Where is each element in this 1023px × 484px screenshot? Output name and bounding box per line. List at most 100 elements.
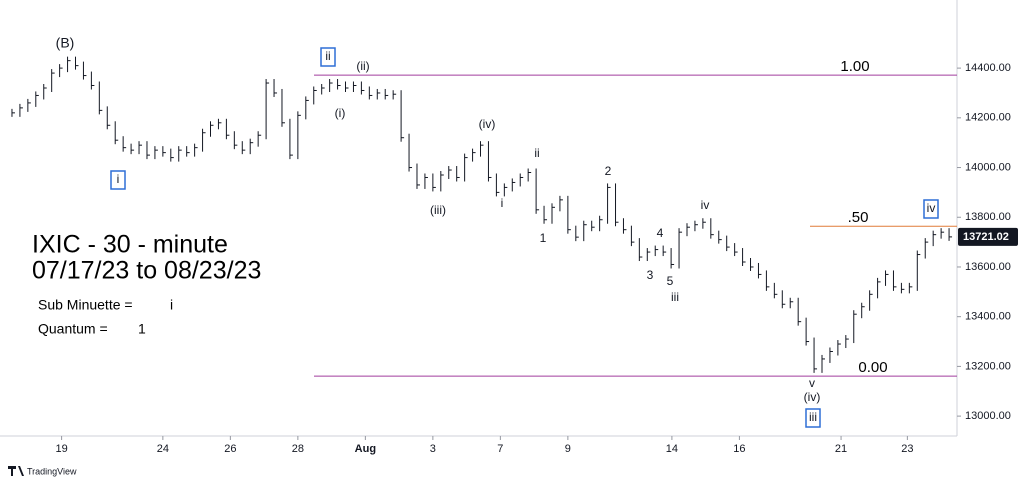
price-bar — [535, 168, 540, 214]
price-bar — [916, 250, 921, 291]
annotation-box — [923, 199, 939, 219]
annotation-box — [320, 47, 336, 67]
price-bar — [559, 195, 563, 212]
price-bar — [821, 354, 825, 373]
price-bar — [440, 170, 444, 192]
price-bar — [225, 118, 230, 140]
annotation: iv — [927, 201, 936, 215]
price-bar — [82, 61, 87, 80]
price-bar — [130, 143, 135, 155]
x-tick-label: 28 — [292, 443, 304, 455]
annotation: 4 — [657, 226, 664, 240]
price-bar — [106, 106, 111, 130]
y-tick-label: 13000.00 — [965, 410, 1011, 422]
price-bar — [845, 335, 849, 349]
price-bar — [138, 141, 143, 155]
price-bar — [885, 270, 889, 286]
price-bar — [487, 141, 492, 182]
price-bar — [472, 148, 476, 162]
price-bar — [178, 146, 182, 162]
price-bar — [257, 131, 262, 147]
watermark: TradingView — [27, 466, 77, 476]
price-bar — [908, 282, 913, 294]
price-bar — [686, 223, 690, 237]
price-bar — [813, 337, 818, 373]
price-bar — [567, 195, 571, 234]
price-bar — [146, 141, 150, 160]
annotation: (iii) — [430, 203, 446, 217]
annotation: 5 — [667, 274, 674, 288]
fib-label: 0.00 — [858, 359, 887, 376]
price-bar — [122, 136, 127, 152]
annotation: i — [117, 172, 120, 186]
annotation: iii — [809, 410, 817, 424]
annotation-box — [110, 170, 126, 190]
price-bar — [289, 118, 293, 160]
x-tick-label: 23 — [901, 443, 913, 455]
price-bar — [11, 108, 15, 117]
price-bar — [932, 230, 937, 247]
price-bar — [162, 146, 166, 157]
legend-label: Sub Minuette = — [38, 297, 133, 313]
price-bar — [217, 118, 222, 130]
price-bar — [837, 340, 841, 356]
y-tick-label: 14200.00 — [965, 112, 1011, 124]
price-bar — [345, 81, 349, 92]
x-tick-label: 26 — [224, 443, 236, 455]
price-bar — [194, 143, 198, 157]
price-bar — [249, 138, 254, 155]
price-bar — [710, 218, 714, 239]
price-bar — [789, 297, 794, 309]
price-bar — [670, 248, 675, 269]
price-bar — [337, 79, 341, 90]
price-bar — [186, 146, 190, 157]
y-tick-label: 13200.00 — [965, 360, 1011, 372]
price-bar — [511, 178, 516, 192]
price-bar — [662, 245, 667, 257]
price-bar — [170, 148, 174, 162]
price-bar — [448, 166, 452, 179]
price-bar — [543, 205, 548, 224]
price-bar — [750, 257, 754, 271]
price-bar — [948, 228, 953, 241]
price-bar — [75, 56, 79, 70]
legend-symbol: 1 — [138, 321, 146, 337]
price-bar — [19, 103, 23, 117]
annotation: (i) — [335, 106, 346, 120]
price-bar — [551, 203, 555, 224]
price-bar — [424, 173, 428, 189]
price-bar — [805, 317, 810, 346]
price-bar — [35, 91, 39, 107]
price-bar — [853, 310, 857, 344]
price-bar — [495, 173, 500, 197]
chart-title: IXIC - 30 - minute — [32, 231, 228, 259]
price-bar — [527, 168, 532, 182]
price-bar — [313, 86, 317, 105]
price-bar — [352, 81, 357, 92]
price-bar — [583, 220, 587, 242]
price-bar — [305, 96, 309, 120]
price-bar — [384, 88, 389, 100]
price-bar — [210, 121, 214, 137]
price-bar — [726, 235, 730, 252]
price-bar — [321, 83, 325, 95]
price-bar — [742, 248, 746, 266]
price-bar — [654, 245, 659, 257]
price-bar — [575, 225, 579, 242]
price-bar — [757, 262, 762, 279]
y-tick-label: 13400.00 — [965, 311, 1011, 323]
annotation: 3 — [647, 268, 654, 282]
annotation: ii — [534, 146, 539, 160]
price-bar — [297, 111, 301, 160]
price-bar — [781, 290, 786, 309]
x-tick-label: Aug — [355, 443, 376, 455]
annotation: iv — [701, 198, 710, 212]
price-bar — [503, 183, 508, 197]
annotation: ii — [325, 49, 330, 63]
chart-subtitle: 07/17/23 to 08/23/23 — [32, 257, 261, 285]
x-tick-label: 7 — [497, 443, 503, 455]
price-bar — [273, 79, 278, 97]
price-bar — [615, 183, 619, 227]
price-bar — [638, 238, 643, 262]
